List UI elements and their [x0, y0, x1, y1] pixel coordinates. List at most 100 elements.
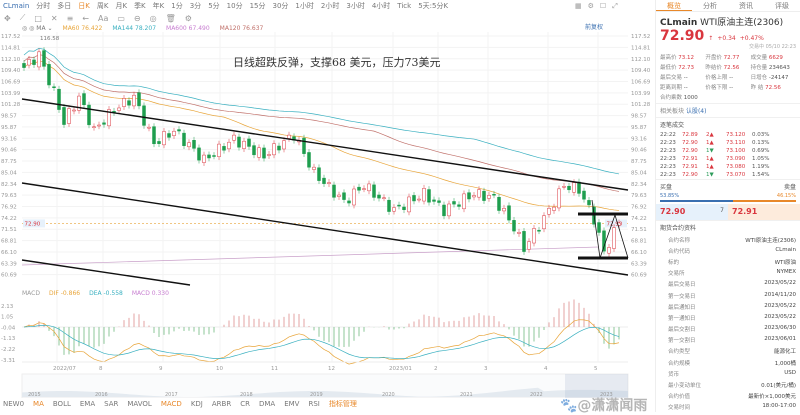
info-label: 合约名称: [668, 237, 691, 244]
price-axis-label: 109.40: [631, 68, 651, 74]
line-tool-icon[interactable]: ⟋: [19, 13, 26, 22]
info-value: USD: [784, 369, 796, 376]
timeframe-14[interactable]: 2小时: [320, 2, 340, 10]
candle: [187, 142, 191, 148]
comment-icon[interactable]: ▭: [117, 13, 125, 23]
timeframe-8[interactable]: 3分: [189, 2, 202, 10]
related-link[interactable]: 认股(4): [685, 108, 707, 115]
tick-cell: 73.070: [726, 172, 746, 178]
symbol-label[interactable]: CLmain: [3, 2, 30, 10]
price-axis-label: 71.51: [631, 227, 647, 233]
candle: [97, 124, 101, 127]
indicator-tab-boll[interactable]: BOLL: [52, 400, 71, 408]
panel-tab[interactable]: 评级: [775, 2, 789, 10]
indicator-tab-dma[interactable]: DMA: [258, 400, 276, 408]
indicator-tab-sar[interactable]: SAR: [104, 400, 119, 408]
expand-icon[interactable]: ⤢: [612, 1, 618, 10]
ma-legend-item[interactable]: MA600 67.490: [166, 25, 210, 32]
fib-tool-icon[interactable]: ≡: [66, 13, 74, 23]
macd-label[interactable]: MACD: [22, 289, 40, 297]
candle: [472, 195, 476, 198]
layout-icon[interactable]: ▦: [575, 2, 582, 10]
timeframe-7[interactable]: 1分: [171, 2, 183, 10]
ma-value: 76.637: [242, 24, 264, 32]
move-icon[interactable]: ✥: [4, 13, 11, 23]
timeframe-1[interactable]: 多日: [57, 2, 72, 10]
navigator-window[interactable]: [565, 374, 628, 398]
navigator-year-label: 2020: [382, 392, 395, 398]
timeframe-3[interactable]: 周K: [96, 2, 109, 10]
indicator-tab-rsi[interactable]: RSI: [308, 400, 320, 408]
timeframe-17[interactable]: Tick: [397, 2, 412, 10]
price-axis-label: 98.57: [631, 114, 647, 120]
timeframe-2[interactable]: 日K: [78, 2, 90, 10]
price-axis-label: 68.81: [631, 239, 647, 245]
window-icon[interactable]: ☐: [599, 2, 607, 10]
ma-value: 78.207: [135, 24, 157, 32]
timeframe-9[interactable]: 5分: [208, 2, 220, 10]
panel-tab[interactable]: 概览: [656, 0, 692, 11]
stat-label: 最高价: [660, 55, 677, 61]
info-value: CLmain: [775, 246, 796, 253]
timeframe-5[interactable]: 季K: [134, 2, 146, 10]
ticks-list: 22:22 72.89 2▲ 73.120 0.03% 22:23 72.90 1▲ 73.11…: [656, 131, 800, 179]
rect-tool-icon[interactable]: □: [34, 13, 42, 23]
indicator-tab-kdj[interactable]: KDJ: [190, 400, 203, 408]
timeframe-0[interactable]: 分时: [36, 2, 51, 10]
timeframe-12[interactable]: 30分: [272, 2, 289, 10]
contract-code: CLmain: [660, 18, 698, 28]
adjust-button[interactable]: 前复权: [585, 24, 604, 31]
stat-item: 价格上限 --: [705, 73, 750, 81]
price-axis-label: 63.39: [631, 261, 647, 267]
indicator-tab-macd[interactable]: MACD: [160, 400, 182, 408]
indicator-tab-mavol[interactable]: MAVOL: [127, 400, 152, 408]
candle: [557, 188, 561, 209]
timeframe-4[interactable]: 月K: [115, 2, 128, 10]
price-axis-label: 87.75: [631, 159, 647, 165]
indicator-tab-ma[interactable]: MA: [33, 400, 44, 408]
indicator-tab-new0[interactable]: NEW0: [3, 400, 25, 408]
ma-legend-item[interactable]: MA60 76.422: [63, 25, 103, 32]
bid-price: 72.90: [660, 207, 686, 216]
ma-legend-item[interactable]: MA144 78.207: [112, 25, 156, 32]
trash-icon[interactable]: 🗑: [165, 13, 176, 23]
ma-legend-item[interactable]: MA120 76.637: [220, 25, 264, 32]
indicator-tab-arbr[interactable]: ARBR: [211, 400, 232, 408]
lock-icon[interactable]: ⊖: [133, 13, 141, 23]
timeframe-16[interactable]: 4小时: [371, 2, 391, 10]
settings-icon[interactable]: ⚙: [184, 13, 192, 23]
eye-icon[interactable]: ◎: [149, 13, 157, 23]
timeframe-10[interactable]: 10分: [226, 2, 243, 10]
navigator-year-label: 2017: [165, 392, 178, 398]
timeframe-15[interactable]: 3小时: [346, 2, 365, 10]
text-tool-icon[interactable]: Aa: [97, 13, 109, 23]
indicator-tab-指标管理[interactable]: 指标管理: [328, 400, 357, 408]
arrow-tool-icon[interactable]: ←: [82, 13, 89, 23]
cross-tool-icon[interactable]: ✕: [50, 13, 58, 23]
info-row: 交易时间 18:00-17:00: [656, 402, 800, 412]
price-axis-label: 85.04: [1, 170, 17, 176]
macd-line: [23, 319, 620, 365]
candle: [612, 227, 616, 249]
quote-stats: 最高价 73.12 开盘价 72.77 成交量 6629 最低价 72.73 昨结价 7…: [656, 51, 800, 103]
timeframe-18[interactable]: 5天:5分K: [418, 2, 449, 10]
timeframe-6[interactable]: 年K: [152, 2, 165, 10]
up-arrow-icon: ↑: [708, 35, 714, 42]
indicator-tab-emv[interactable]: EMV: [284, 400, 300, 408]
candle: [32, 59, 36, 65]
dif-value: DIF -0.866: [49, 289, 81, 297]
ma-label[interactable]: ◎ ◎ MA ⌄: [22, 24, 53, 32]
settings-icon[interactable]: ⚙: [587, 2, 594, 10]
timeframe-13[interactable]: 1小时: [295, 2, 314, 10]
kline-chart[interactable]: 117.52 117.52 114.81 114.81 112.10 112.10 109.…: [0, 32, 655, 398]
stat-label: 合约乘数: [660, 95, 683, 101]
date-axis-label: 12: [328, 366, 335, 372]
panel-tabs: 概览 分析 资讯 评级: [656, 0, 800, 12]
stat-label: 最低价: [660, 65, 677, 71]
indicator-tab-ema[interactable]: EMA: [79, 400, 96, 408]
indicator-tab-cr[interactable]: CR: [240, 400, 250, 408]
timeframe-11[interactable]: 15分: [249, 2, 266, 10]
price-axis-label: 103.99: [631, 91, 651, 97]
panel-tab[interactable]: 资讯: [739, 2, 753, 10]
panel-tab[interactable]: 分析: [703, 2, 717, 10]
